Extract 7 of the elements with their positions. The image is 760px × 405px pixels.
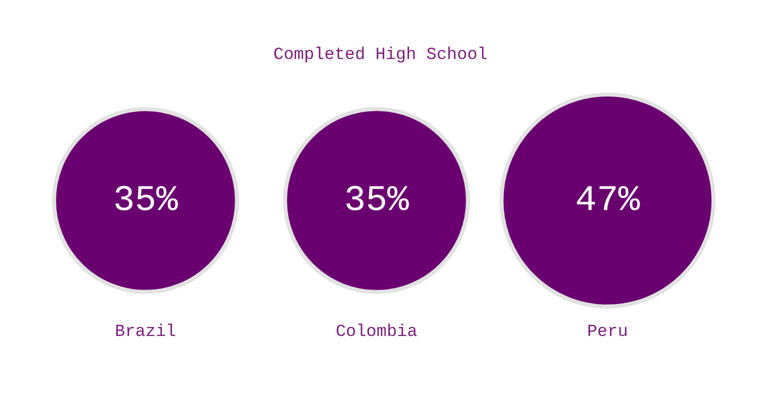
category-label: Colombia: [336, 323, 418, 342]
text: Completed High School: [273, 46, 488, 65]
category-label: Peru: [587, 323, 628, 342]
data-label: 47%: [575, 180, 640, 221]
data-label: 35%: [113, 180, 178, 221]
category-label: Brazil: [114, 323, 176, 342]
data-label: 35%: [344, 180, 410, 221]
